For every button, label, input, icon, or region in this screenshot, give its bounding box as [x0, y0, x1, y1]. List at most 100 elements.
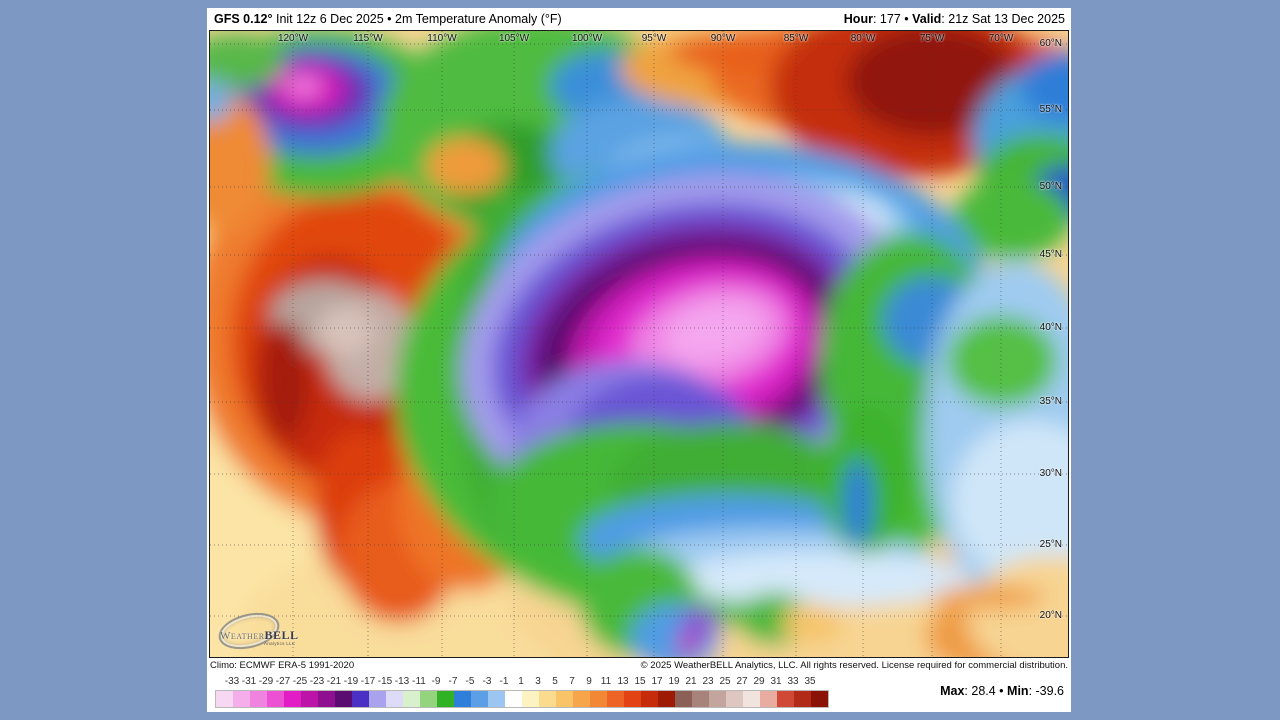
colorbar-segment: [573, 691, 590, 707]
header-valid: Hour: 177 • Valid: 21z Sat 13 Dec 2025: [844, 12, 1071, 26]
colorbar-tick-label: 29: [753, 676, 765, 687]
header-bar: GFS 0.12° Init 12z 6 Dec 2025 • 2m Tempe…: [207, 8, 1071, 30]
colorbar-tick-label: -17: [360, 676, 376, 687]
min-label: Min: [1003, 684, 1029, 698]
max-value: : 28.4: [964, 684, 1000, 698]
colorbar-segment: [675, 691, 692, 707]
graticule: [210, 31, 1068, 657]
lon-label: 80°W: [850, 33, 876, 44]
colorbar-tick-label: 13: [617, 676, 629, 687]
colorbar-segment: [539, 691, 556, 707]
colorbar-tick-label: -25: [292, 676, 308, 687]
colorbar-segment: [386, 691, 403, 707]
colorbar-tick-label: 1: [518, 676, 524, 687]
colorbar-tick-label: 21: [685, 676, 697, 687]
hour-value: : 177: [872, 12, 905, 26]
logo-subtitle: Analytics LLC: [264, 641, 296, 646]
colorbar-area: -33 -31 -29 -27 -25 -23 -21 -19 -17 -15 -13 -11 -9 -7…: [207, 672, 1071, 712]
colorbar-segment: [590, 691, 607, 707]
colorbar-segment: [471, 691, 488, 707]
anomaly-field: [210, 31, 1068, 657]
max-min-stats: Max: 28.4 • Min: -39.6: [940, 684, 1064, 698]
colorbar-segment: [522, 691, 539, 707]
colorbar-tick-label: 19: [668, 676, 680, 687]
colorbar-tick-label: 23: [702, 676, 714, 687]
lon-label: 110°W: [427, 33, 457, 44]
product-name: 2m Temperature Anomaly (°F): [391, 12, 562, 26]
colorbar-tick-label: 35: [804, 676, 816, 687]
colorbar-segment: [420, 691, 437, 707]
lat-label: 60°N: [1039, 38, 1062, 49]
colorbar-segment: [318, 691, 335, 707]
lon-label: 90°W: [710, 33, 736, 44]
colorbar-tick-label: -33: [224, 676, 240, 687]
colorbar-segment: [743, 691, 760, 707]
lat-label: 45°N: [1039, 249, 1062, 260]
lon-label: 95°W: [641, 33, 667, 44]
colorbar-segment: [454, 691, 471, 707]
colorbar-tick-label: 11: [600, 676, 612, 687]
colorbar-tick-label: -13: [394, 676, 410, 687]
colorbar-segment: [403, 691, 420, 707]
weatherbell-logo: WeatherBELL Analytics LLC: [212, 607, 308, 655]
colorbar-tick-label: -19: [343, 676, 359, 687]
bullet-separator: •: [904, 12, 909, 26]
lat-label: 35°N: [1039, 396, 1062, 407]
colorbar-segment: [726, 691, 743, 707]
lon-label: 120°W: [277, 33, 309, 44]
colorbar-segment: [556, 691, 573, 707]
colorbar-segment: [505, 691, 522, 707]
map-canvas: 120°W 115°W 110°W 105°W 100°W 95°W 90°W …: [209, 30, 1069, 658]
colorbar-tick-label: 25: [719, 676, 731, 687]
colorbar-tick-label: -27: [275, 676, 291, 687]
colorbar-segment: [658, 691, 675, 707]
max-label: Max: [940, 684, 965, 698]
copyright-note: © 2025 WeatherBELL Analytics, LLC. All r…: [640, 659, 1068, 671]
lat-label: 55°N: [1039, 104, 1062, 115]
bullet-separator: •: [387, 12, 392, 26]
colorbar-segment: [811, 691, 828, 707]
colorbar-segment: [352, 691, 369, 707]
lon-label: 105°W: [498, 33, 530, 44]
colorbar-segment: [692, 691, 709, 707]
header-title: GFS 0.12° Init 12z 6 Dec 2025 • 2m Tempe…: [207, 12, 562, 26]
lon-label: 100°W: [571, 33, 603, 44]
colorbar-tick-label: -7: [448, 676, 458, 687]
colorbar-segment: [760, 691, 777, 707]
colorbar-tick-label: -15: [377, 676, 393, 687]
attribution-bar: Climo: ECMWF ERA-5 1991-2020 © 2025 Weat…: [209, 658, 1069, 672]
colorbar-segment: [641, 691, 658, 707]
colorbar-tick-label: 9: [586, 676, 592, 687]
bullet-separator: •: [999, 684, 1004, 698]
colorbar-segment: [301, 691, 318, 707]
colorbar-segment: [607, 691, 624, 707]
colorbar-tick-label: 17: [651, 676, 663, 687]
colorbar-tick-label: -29: [258, 676, 274, 687]
min-value: : -39.6: [1028, 684, 1064, 698]
colorbar-tick-label: -11: [412, 676, 426, 687]
colorbar-segment: [267, 691, 284, 707]
colorbar-segment: [335, 691, 352, 707]
valid-label: Valid: [912, 12, 942, 26]
colorbar-segment: [794, 691, 811, 707]
colorbar-tick-label: 27: [736, 676, 748, 687]
colorbar-segment: [369, 691, 386, 707]
colorbar-segment: [488, 691, 505, 707]
colorbar-tick-label: -5: [465, 676, 475, 687]
colorbar-segment: [250, 691, 267, 707]
colorbar-segment: [709, 691, 726, 707]
colorbar-segment: [233, 691, 250, 707]
colorbar-tick-label: 33: [787, 676, 799, 687]
colorbar: [215, 690, 829, 708]
lat-label: 40°N: [1039, 322, 1062, 333]
lat-label: 30°N: [1039, 468, 1062, 479]
lon-label: 115°W: [353, 33, 383, 44]
colorbar-segment: [624, 691, 641, 707]
colorbar-tick-label: -21: [326, 676, 342, 687]
lat-label: 50°N: [1039, 181, 1062, 192]
lon-label: 75°W: [919, 33, 945, 44]
hour-label: Hour: [843, 12, 873, 26]
colorbar-tick-label: 5: [552, 676, 558, 687]
model-name: GFS 0.12°: [214, 12, 273, 26]
colorbar-tick-labels: -33 -31 -29 -27 -25 -23 -21 -19 -17 -15 -13 -11 -9 -7…: [215, 676, 845, 688]
